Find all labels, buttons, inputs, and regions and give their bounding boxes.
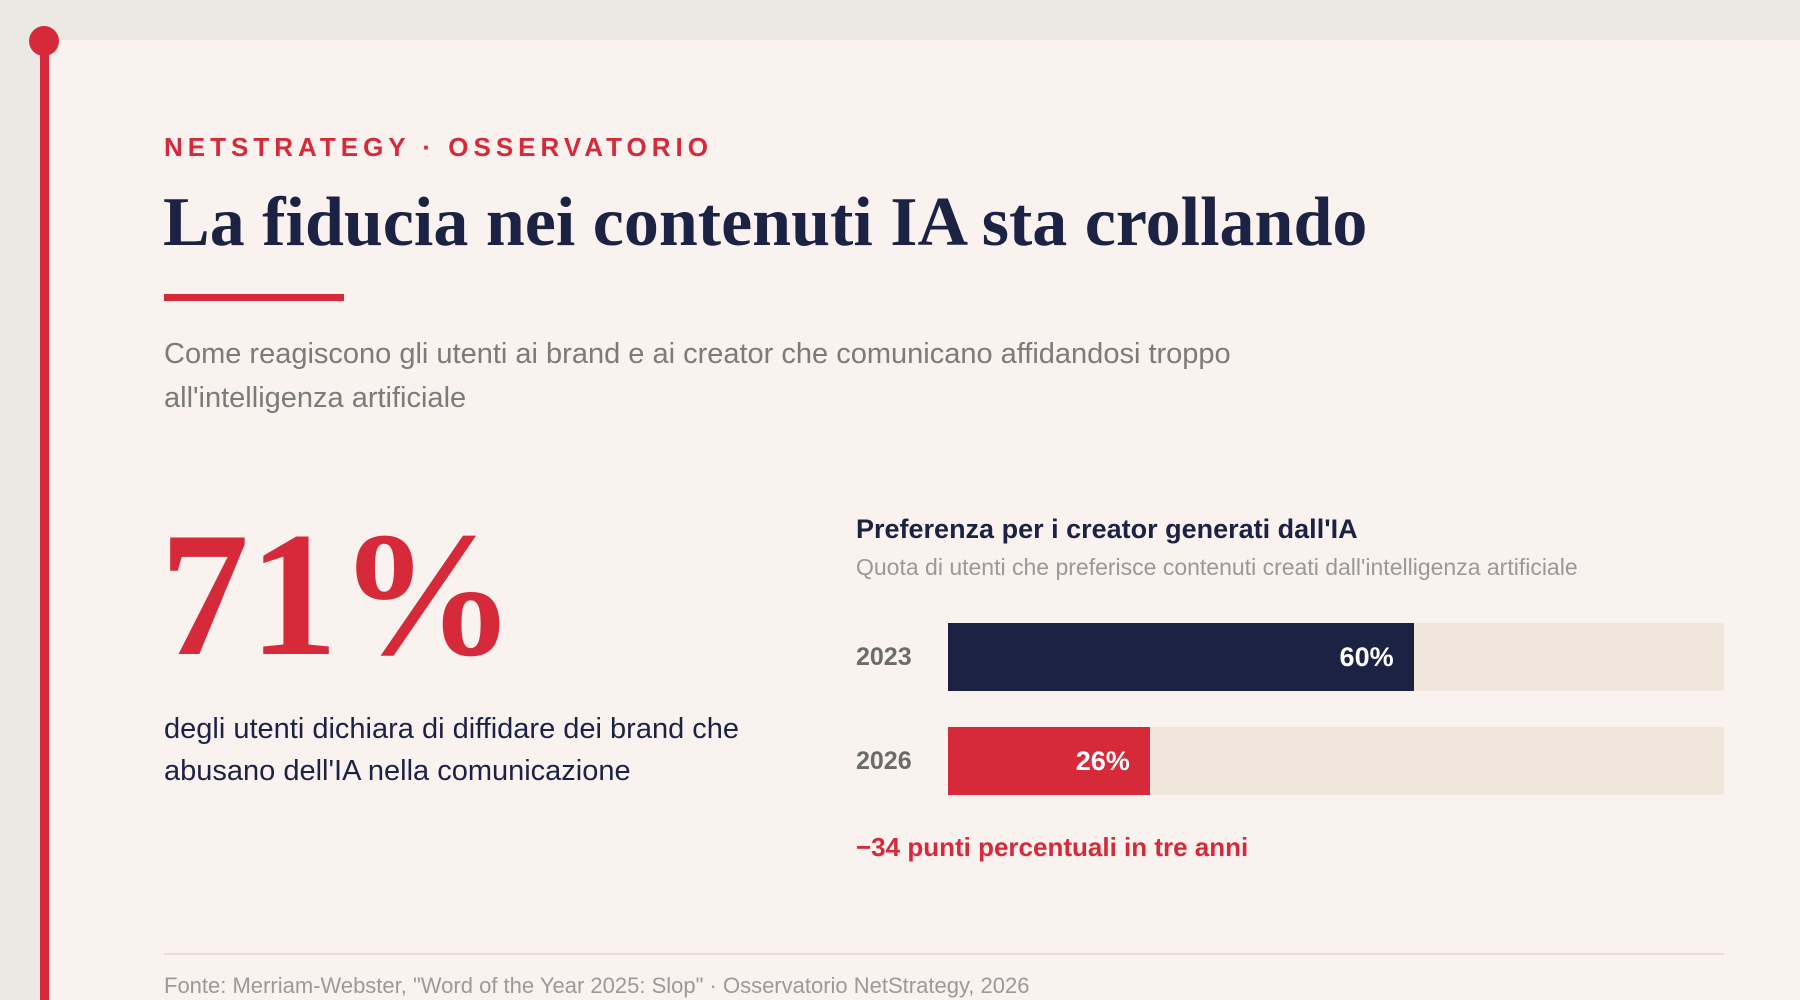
timeline-line bbox=[40, 40, 49, 1000]
bar: 26% bbox=[948, 727, 1150, 795]
bar-track: 60% bbox=[948, 623, 1724, 691]
bar-row: 2026 26% bbox=[856, 727, 1726, 795]
infographic-card bbox=[45, 40, 1800, 1000]
bar-track: 26% bbox=[948, 727, 1724, 795]
bar-category-label: 2023 bbox=[856, 643, 912, 671]
bar-row: 2023 60% bbox=[856, 623, 1726, 691]
timeline-dot bbox=[29, 26, 59, 56]
bar: 60% bbox=[948, 623, 1414, 691]
footer-divider bbox=[164, 953, 1724, 955]
page-subtitle: Come reagiscono gli utenti ai brand e ai… bbox=[164, 338, 1231, 414]
chart-subtitle: Quota di utenti che preferisce contenuti… bbox=[856, 554, 1578, 580]
bar-value-label: 60% bbox=[1339, 642, 1394, 672]
page-title: La fiducia nei contenuti IA sta crolland… bbox=[163, 184, 1368, 261]
source-note: Fonte: Merriam-Webster, "Word of the Yea… bbox=[164, 973, 1030, 998]
title-underline bbox=[164, 294, 344, 301]
big-stat-description: degli utenti dichiara di diffidare dei b… bbox=[164, 713, 740, 787]
chart-annotation: −34 punti percentuali in tre anni bbox=[856, 832, 1249, 862]
chart-title: Preferenza per i creator generati dall'I… bbox=[856, 514, 1358, 544]
bar-category-label: 2026 bbox=[856, 747, 912, 775]
big-stat-value: 71% bbox=[160, 495, 516, 693]
kicker: NETSTRATEGY · OSSERVATORIO bbox=[164, 132, 713, 162]
bar-value-label: 26% bbox=[1075, 746, 1130, 776]
